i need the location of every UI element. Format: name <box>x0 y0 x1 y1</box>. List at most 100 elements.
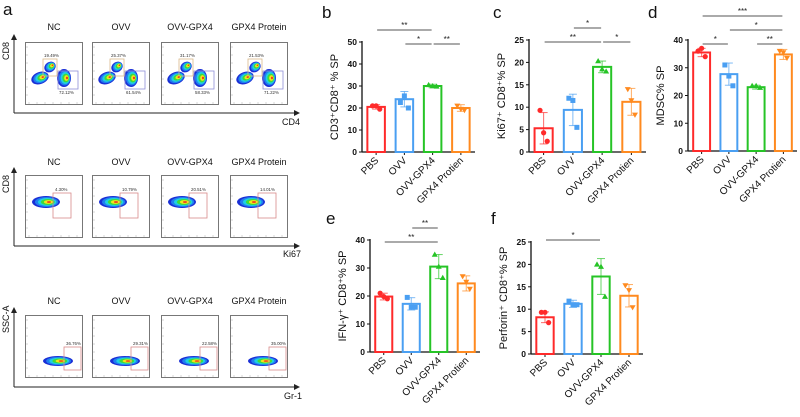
cd4-gate-percent: 72.12% <box>59 90 74 95</box>
density-blob <box>98 71 116 85</box>
bar <box>456 282 476 353</box>
density-blob <box>249 61 261 73</box>
data-point <box>603 68 610 74</box>
data-point <box>730 83 736 89</box>
data-point <box>695 48 701 54</box>
cd8-gate-percent: 21.53% <box>249 53 264 58</box>
significance-label: ** <box>570 33 576 42</box>
bar <box>746 86 766 153</box>
density-blob <box>236 71 254 85</box>
significance-label: * <box>571 231 574 240</box>
flow-axes <box>11 167 300 249</box>
data-point <box>412 304 418 310</box>
gr1-gate <box>130 346 149 371</box>
gr1-gate-percent: 35.00% <box>271 341 286 346</box>
flow-group-title: OVV <box>111 296 131 306</box>
y-axis-label: CD3⁺CD8⁺ % SP <box>329 54 341 140</box>
y-tick-label: 10 <box>348 125 358 135</box>
flow-axes <box>11 34 300 116</box>
data-point <box>429 83 436 89</box>
gr1-gate-percent: 22.58% <box>202 341 217 346</box>
cd4-gate <box>193 70 215 90</box>
cd4-gate-percent: 71.22% <box>264 90 279 95</box>
data-point <box>384 296 390 302</box>
flow-group-title: NC <box>47 157 61 167</box>
data-point <box>408 304 414 310</box>
flow-plot: 22.58% <box>161 315 219 378</box>
y-tick-label: 0 <box>352 147 357 157</box>
x-tick-label: OVV <box>387 155 410 178</box>
data-point <box>624 87 631 93</box>
data-point <box>570 97 576 103</box>
y-tick-label: 10 <box>517 304 527 314</box>
ki67-gate <box>188 192 208 219</box>
data-point <box>594 261 600 267</box>
ki67-gate <box>52 192 72 219</box>
data-point <box>537 107 543 113</box>
data-point <box>546 320 552 326</box>
density-blob <box>179 356 209 366</box>
y-tick-label: 20 <box>517 259 527 269</box>
y-tick-label: 30 <box>674 63 684 73</box>
data-point <box>463 279 470 285</box>
data-point <box>397 100 403 105</box>
data-point <box>373 103 379 109</box>
y-tick-label: 15 <box>515 80 525 90</box>
panel-letter-b: b <box>322 3 331 22</box>
cd8-gate-percent: 19.49% <box>44 53 59 58</box>
density-blob <box>180 61 192 73</box>
data-point <box>566 95 572 101</box>
bar <box>366 105 386 153</box>
data-point <box>699 45 705 51</box>
x-axis-label: Gr-1 <box>284 391 302 401</box>
data-point <box>626 288 632 294</box>
data-point <box>702 54 708 60</box>
density-blob <box>124 69 138 87</box>
bar <box>563 302 583 356</box>
data-point <box>726 73 732 79</box>
data-point <box>425 81 432 88</box>
y-tick-label: 50 <box>348 37 358 47</box>
x-tick-label: OVV <box>711 154 734 177</box>
data-point <box>595 58 602 64</box>
data-point <box>757 84 764 90</box>
y-tick-label: 5 <box>521 327 526 337</box>
x-tick-label: PBS <box>685 154 707 176</box>
density-blob <box>111 61 123 73</box>
significance-label: * <box>615 33 618 42</box>
y-tick-label: 20 <box>348 103 358 113</box>
y-tick-label: 20 <box>356 291 366 301</box>
cd8-gate-percent: 31.17% <box>180 53 195 58</box>
ki67-gate <box>257 192 277 219</box>
data-point <box>570 302 576 308</box>
significance-label: ** <box>444 35 450 44</box>
density-blob <box>57 69 71 87</box>
data-point <box>454 103 461 109</box>
flow-group-title: GPX4 Protein <box>231 296 287 306</box>
density-blob <box>237 196 265 208</box>
cd8-gate <box>247 58 263 77</box>
gr1-gate <box>268 346 287 371</box>
y-axis-label: MDSC% SP <box>655 66 667 126</box>
significance-label: * <box>755 21 758 30</box>
gr1-gate <box>199 346 218 371</box>
y-tick-label: 0 <box>678 146 683 156</box>
x-axis-label: Ki67 <box>283 249 302 259</box>
significance-label: *** <box>738 7 747 16</box>
flow-group-title: OVV-GPX4 <box>167 296 213 306</box>
flow-group-title: NC <box>47 22 61 32</box>
flow-group-title: OVV-GPX4 <box>167 157 213 167</box>
flow-group-title: GPX4 Protein <box>231 22 287 32</box>
panel-letter-e: e <box>326 209 335 228</box>
flow-plot: 25.37% 61.54% <box>92 42 150 105</box>
y-tick-label: 5 <box>519 125 524 135</box>
flow-plot: 36.76% <box>25 315 83 378</box>
bar <box>773 53 793 152</box>
x-tick-label: PBS <box>359 155 381 177</box>
density-blob <box>193 69 207 87</box>
data-point <box>461 108 468 114</box>
data-point <box>542 309 548 315</box>
